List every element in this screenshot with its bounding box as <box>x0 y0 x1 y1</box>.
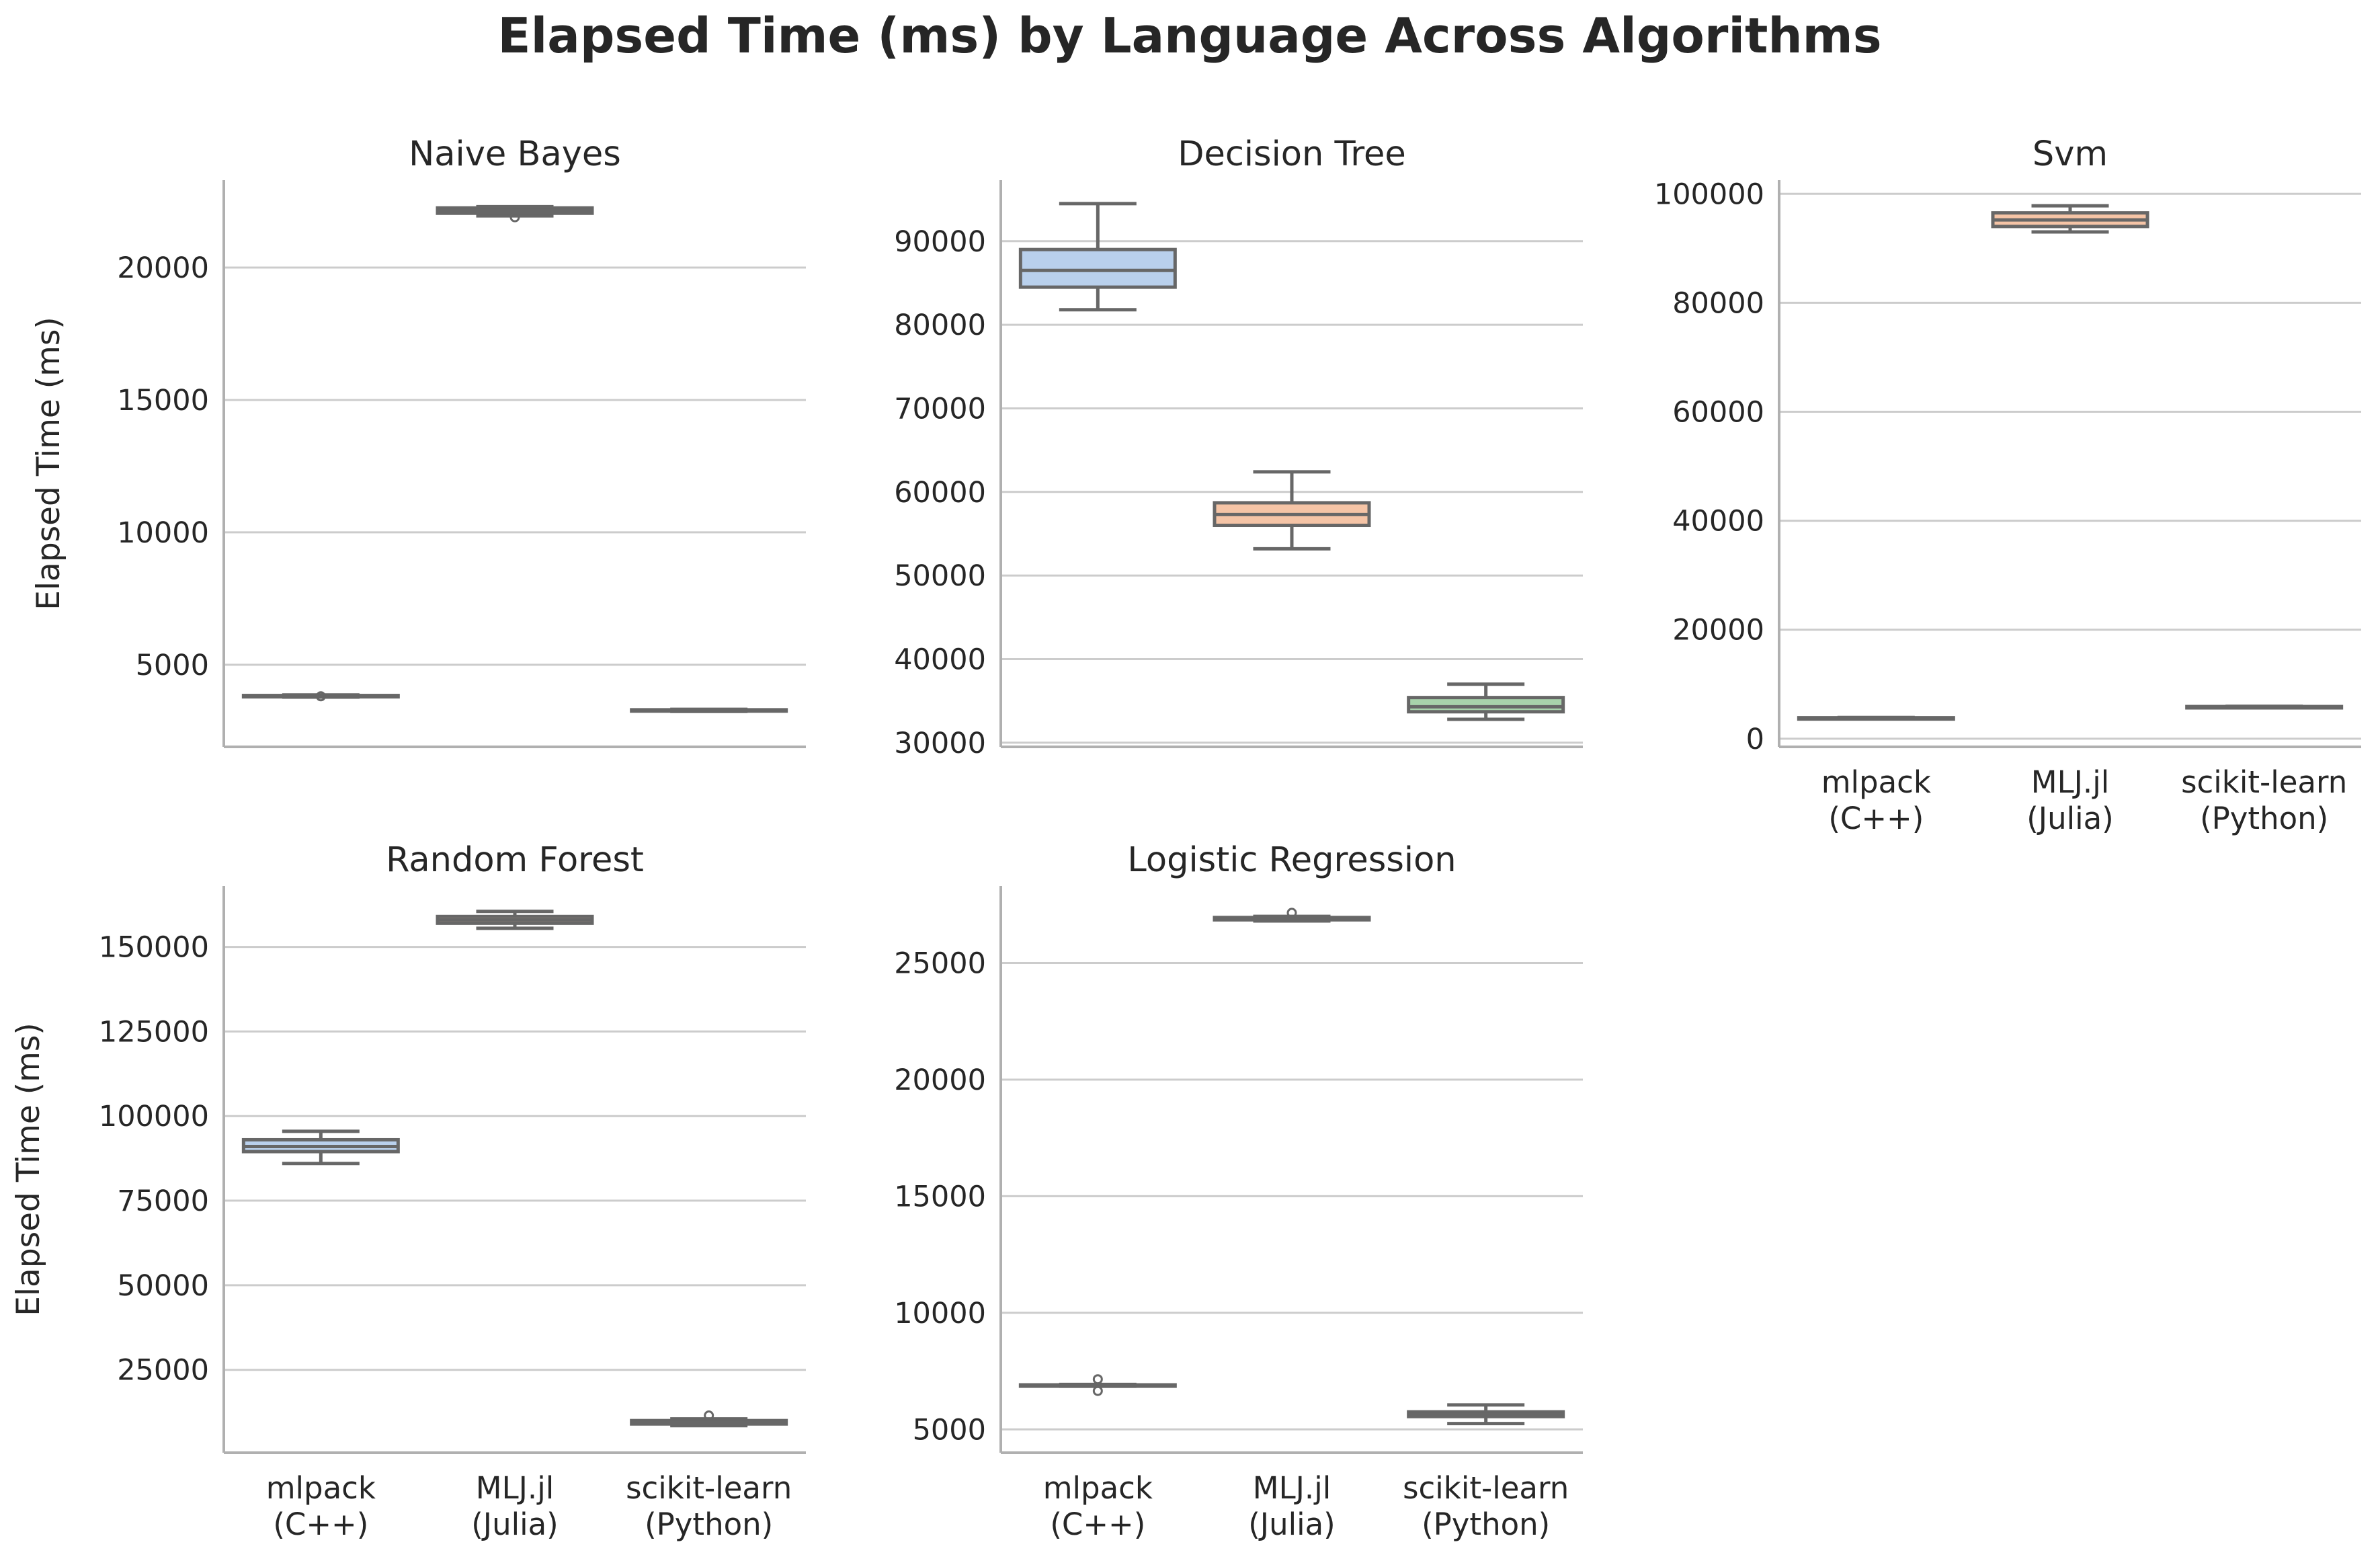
x-tick-label-line: MLJ.jl <box>1253 1470 1331 1506</box>
y-tick-label: 40000 <box>894 643 986 676</box>
y-tick-label: 20000 <box>117 251 209 285</box>
box-scikit-learn-python <box>1407 1403 1565 1426</box>
y-tick-label: 75000 <box>117 1184 209 1218</box>
y-tick-label: 80000 <box>1672 286 1764 320</box>
outlier-point <box>1286 908 1297 918</box>
x-tick-label: mlpack (C++) <box>1043 1470 1153 1542</box>
subplot-title: Naive Bayes <box>409 134 621 174</box>
x-tick-label: MLJ.jl (Julia) <box>1248 1470 1336 1542</box>
x-tick-label-line: (Julia) <box>2026 801 2114 836</box>
y-axis-label: Elapsed Time (ms) <box>30 317 67 610</box>
y-tick-label: 25000 <box>894 947 986 980</box>
y-tick-label: 150000 <box>99 931 209 965</box>
box-body <box>1018 247 1177 289</box>
outlier-point <box>1092 1374 1103 1385</box>
subplot-title: Decision Tree <box>1178 134 1406 174</box>
x-tick-label: MLJ.jl (Julia) <box>2026 764 2114 836</box>
y-tick-label: 80000 <box>894 309 986 342</box>
subplot-random-forest: Random Forest 25000 50000 75000 100000 125000… <box>10 840 806 1542</box>
outlier-point <box>509 212 520 223</box>
box-mlpack-c <box>1018 202 1177 312</box>
subplot-title: Logistic Regression <box>1127 840 1456 880</box>
y-tick-label: 10000 <box>117 516 209 550</box>
x-tick-label: scikit-learn (Python) <box>1403 1470 1569 1542</box>
y-tick-label: 20000 <box>894 1063 986 1097</box>
box-scikit-learn-python <box>2185 705 2344 710</box>
box-scikit-learn-python <box>1407 682 1565 721</box>
x-tick-label-line: (Julia) <box>1248 1506 1336 1542</box>
x-tick-label-line: scikit-learn <box>1403 1470 1569 1506</box>
y-tick-label: 5000 <box>913 1413 986 1447</box>
y-tick-label: 5000 <box>136 649 209 682</box>
outlier-point <box>315 691 326 702</box>
box-mlpack-c <box>241 1129 400 1166</box>
x-tick-label-line: (Julia) <box>471 1506 559 1542</box>
x-tick-label: mlpack (C++) <box>1821 764 1931 836</box>
outlier-point <box>1092 1385 1103 1396</box>
x-tick-label-line: (C++) <box>1828 801 1924 836</box>
subplot-title: Svm <box>2033 134 2108 174</box>
y-tick-label: 30000 <box>894 727 986 760</box>
y-tick-label: 0 <box>1746 723 1764 756</box>
outlier-point <box>704 1410 714 1421</box>
x-tick-label-line: scikit-learn <box>2181 764 2347 800</box>
box-mlj-jl-julia <box>1213 470 1371 551</box>
x-tick-label-line: MLJ.jl <box>476 1470 554 1506</box>
subplot-svm: Svm 0 20000 40000 60000 80000 100000 mlpack (C++… <box>1654 134 2361 836</box>
y-axis-label: Elapsed Time (ms) <box>10 1022 47 1316</box>
y-tick-label: 15000 <box>117 384 209 417</box>
x-tick-label-line: (C++) <box>1050 1506 1145 1542</box>
box-mlj-jl-julia <box>436 910 594 930</box>
box-mlpack-c <box>1018 1374 1177 1396</box>
x-tick-label: scikit-learn (Python) <box>2181 764 2347 836</box>
x-tick-label-line: (Python) <box>2200 801 2328 836</box>
box-scikit-learn-python <box>630 1410 788 1428</box>
box-mlj-jl-julia <box>1991 204 2149 234</box>
figure-title: Elapsed Time (ms) by Language Across Alg… <box>497 7 1881 64</box>
y-tick-label: 100000 <box>1654 177 1764 211</box>
x-tick-label: scikit-learn (Python) <box>626 1470 792 1542</box>
y-tick-label: 60000 <box>1672 395 1764 429</box>
x-tick-label: MLJ.jl (Julia) <box>471 1470 559 1542</box>
box-scikit-learn-python <box>630 707 788 713</box>
y-tick-label: 125000 <box>99 1015 209 1049</box>
x-tick-label: mlpack (C++) <box>266 1470 376 1542</box>
y-tick-label: 10000 <box>894 1297 986 1330</box>
y-tick-label: 100000 <box>99 1100 209 1133</box>
x-tick-label-line: scikit-learn <box>626 1470 792 1506</box>
x-tick-label-line: (C++) <box>273 1506 368 1542</box>
x-tick-label-line: MLJ.jl <box>2031 764 2109 800</box>
subplot-naive-bayes: Naive Bayes 5000 10000 15000 20000 Elapsed Ti… <box>30 134 806 748</box>
y-tick-label: 20000 <box>1672 614 1764 647</box>
y-tick-label: 90000 <box>894 225 986 259</box>
box-mlpack-c <box>241 691 400 702</box>
x-tick-label-line: mlpack <box>1821 764 1931 800</box>
box-body <box>1407 696 1565 714</box>
y-tick-label: 50000 <box>117 1269 209 1303</box>
subplot-title: Random Forest <box>386 840 644 880</box>
box-mlpack-c <box>1797 715 1955 721</box>
x-tick-label-line: (Python) <box>645 1506 773 1542</box>
y-tick-label: 50000 <box>894 559 986 593</box>
subplot-decision-tree: Decision Tree 30000 40000 50000 60000 70000 80… <box>894 134 1583 760</box>
x-tick-label-line: (Python) <box>1422 1506 1550 1542</box>
y-tick-label: 70000 <box>894 392 986 426</box>
x-tick-label-line: mlpack <box>266 1470 376 1506</box>
y-tick-label: 15000 <box>894 1180 986 1213</box>
subplot-grid: Naive Bayes 5000 10000 15000 20000 Elapsed Ti… <box>10 134 2361 1542</box>
box-mlj-jl-julia <box>436 204 594 223</box>
x-tick-label-line: mlpack <box>1043 1470 1153 1506</box>
box-mlj-jl-julia <box>1213 908 1371 923</box>
subplot-logistic-regression: Logistic Regression 5000 10000 15000 20000 25… <box>894 840 1583 1542</box>
y-tick-label: 60000 <box>894 476 986 510</box>
y-tick-label: 25000 <box>117 1354 209 1388</box>
y-tick-label: 40000 <box>1672 505 1764 538</box>
